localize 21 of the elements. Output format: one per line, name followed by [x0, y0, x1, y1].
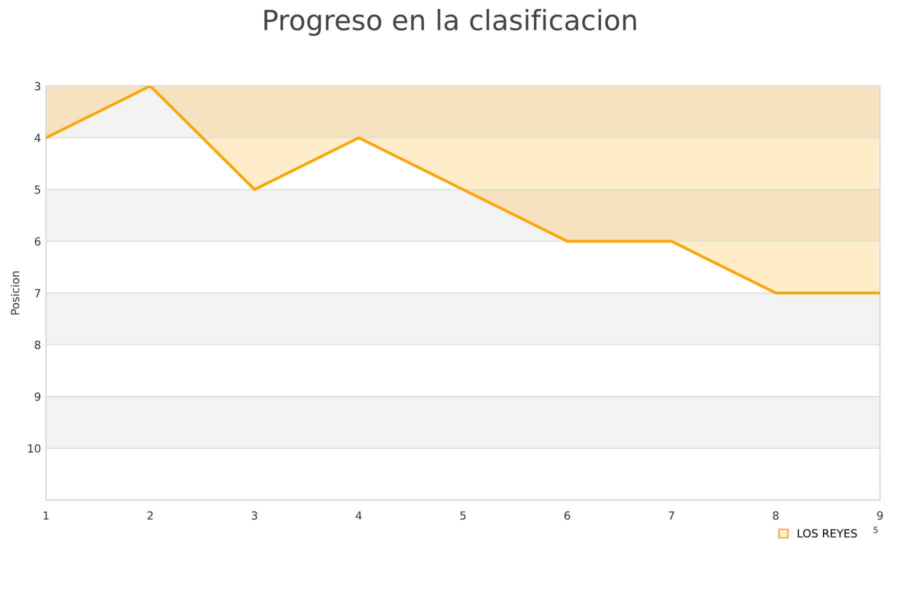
x-tick-label: 5 [460, 511, 466, 520]
text: 5 [874, 526, 878, 534]
x-tick-label: 4 [356, 511, 362, 520]
y-tick-label: 9 [34, 392, 40, 401]
y-tick-label: 4 [34, 134, 41, 142]
y-tick-label: 3 [34, 82, 40, 90]
y-tick-label: 6 [34, 237, 40, 246]
x-tick-label: 9 [877, 511, 883, 520]
x-tick-label: 2 [148, 511, 153, 520]
x-tick-label: 3 [252, 511, 258, 520]
x-tick-label: 6 [564, 511, 570, 520]
y-tick-label: 8 [34, 340, 40, 350]
legend-label: LOS REYES [798, 529, 857, 538]
x-tick-label: 1 [44, 511, 49, 520]
chart-title: Progreso en la clasificacion [264, 9, 636, 36]
y-tick-label: 5 [34, 186, 40, 194]
y-tick-label: 10 [28, 444, 40, 453]
y-tick-label: 7 [34, 289, 40, 298]
y-axis-title: Posicion [10, 271, 20, 314]
x-tick-label: 8 [772, 511, 779, 520]
x-tick-label: 7 [668, 511, 674, 520]
